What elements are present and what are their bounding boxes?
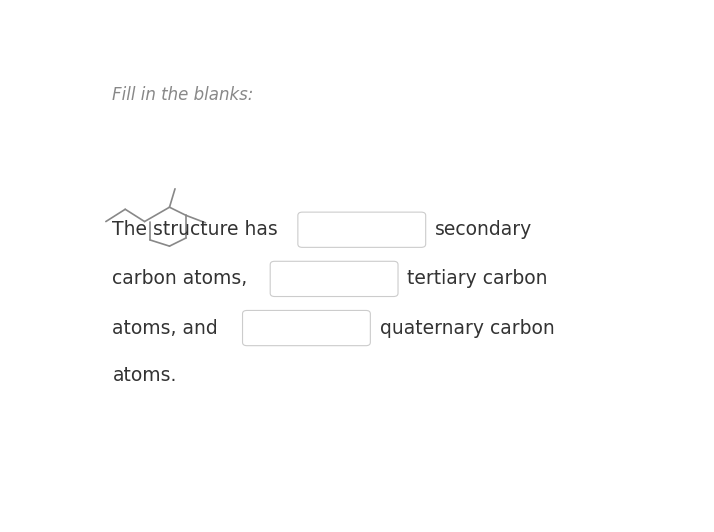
Text: Fill in the blanks:: Fill in the blanks: xyxy=(113,86,254,104)
Text: carbon atoms,: carbon atoms, xyxy=(113,269,248,288)
FancyBboxPatch shape xyxy=(298,212,426,247)
Text: tertiary carbon: tertiary carbon xyxy=(408,269,548,288)
FancyBboxPatch shape xyxy=(270,261,398,296)
Text: quaternary carbon: quaternary carbon xyxy=(380,319,555,338)
Text: atoms, and: atoms, and xyxy=(113,319,218,338)
FancyBboxPatch shape xyxy=(243,311,371,346)
Text: secondary: secondary xyxy=(435,220,533,239)
Text: The structure has: The structure has xyxy=(113,220,278,239)
Text: atoms.: atoms. xyxy=(113,365,177,385)
